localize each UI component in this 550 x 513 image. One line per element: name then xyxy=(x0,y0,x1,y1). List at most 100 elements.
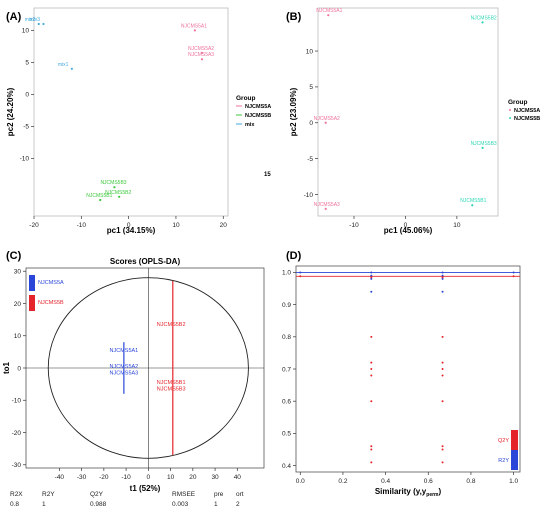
y-axis-label: pc2 (23.09%) xyxy=(289,87,298,136)
permutation-point xyxy=(370,290,373,293)
permutation-point xyxy=(370,274,373,277)
panel-d: (D) 0.0 0.2 0.4 0.6 0.8 1.0 0.4 0.5 0.6 0.7 0.8 0.9 1… xyxy=(282,250,521,498)
data-point xyxy=(324,207,327,210)
stray-label: 15 xyxy=(264,172,271,178)
confidence-ellipse xyxy=(47,277,249,459)
y-tick-label: 20 xyxy=(14,301,22,308)
stats-value: 2 xyxy=(236,501,240,508)
stats-value: 0.988 xyxy=(90,501,107,508)
data-point xyxy=(471,204,474,207)
legend-label: mix xyxy=(245,122,255,128)
y-tick-label: 10 xyxy=(14,333,22,340)
y-tick-label: -10 xyxy=(304,192,314,199)
x-tick-label: 10 xyxy=(167,474,175,481)
x-tick-label: -20 xyxy=(29,222,39,229)
point-label: mix3 xyxy=(29,17,40,23)
data-point xyxy=(42,22,45,26)
x-tick-label: 0.0 xyxy=(296,478,305,485)
point-label: NJCMS5B3 xyxy=(100,180,126,186)
stats-value: 0.003 xyxy=(172,501,189,508)
x-tick-label: 0.2 xyxy=(338,478,347,485)
permutation-point xyxy=(441,448,444,451)
point-label: mix1 xyxy=(58,62,69,68)
plot-frame xyxy=(295,265,521,473)
data-point xyxy=(200,58,204,61)
legend-swatch xyxy=(29,275,35,291)
legend-label: NJCMS5A xyxy=(245,104,271,110)
y-tick-label: 10 xyxy=(22,28,30,35)
point-label: NJCMS5B2 xyxy=(105,190,131,196)
y-tick-label: 5 xyxy=(309,84,313,91)
stats-header: RMSEE xyxy=(172,491,196,498)
stats-value: 0.8 xyxy=(10,501,19,508)
y-tick-label: 0 xyxy=(17,365,21,372)
x-tick-label: 10 xyxy=(453,222,461,229)
stats-header: R2Y xyxy=(42,491,55,498)
sample-label: NJCMS5A3 xyxy=(110,370,139,376)
panel-label: (C) xyxy=(6,250,22,262)
permutation-point xyxy=(370,448,373,451)
y-tick-label: 30 xyxy=(14,269,22,276)
plot-frame xyxy=(33,7,229,217)
permutation-point xyxy=(370,400,373,403)
data-point xyxy=(324,121,327,124)
data-point xyxy=(327,14,330,17)
sample-label: NJCMS5B3 xyxy=(157,387,186,393)
legend-label: NJCMS5B xyxy=(38,300,64,306)
permutation-point xyxy=(441,274,444,277)
x-tick-label: 10 xyxy=(172,222,180,229)
x-axis-label: Similarity (y,yperm) xyxy=(375,487,442,498)
x-tick-label: -40 xyxy=(55,474,65,481)
point-label: NJCMS5A1 xyxy=(316,8,342,14)
x-tick-label: 0.4 xyxy=(381,478,390,485)
stats-header: pre xyxy=(214,491,224,498)
stats-value: 1 xyxy=(42,501,46,508)
permutation-point xyxy=(370,277,373,280)
panel-label: (D) xyxy=(286,250,302,262)
y-tick-label: 0.4 xyxy=(282,463,291,470)
y-tick-label: 1.0 xyxy=(282,270,291,277)
permutation-point xyxy=(441,335,444,338)
sample-label: NJCMS5B1 xyxy=(157,380,186,386)
data-point xyxy=(113,186,116,189)
x-tick-label: 0 xyxy=(127,222,131,229)
point-label: NJCMS5A2 xyxy=(188,46,214,52)
permutation-point xyxy=(370,445,373,448)
data-point xyxy=(99,198,102,202)
panel-c: (C) Scores (OPLS-DA)-40 -30 -20 -10 0 10 20 30 40… xyxy=(2,250,265,508)
point-label: NJCMS5B1 xyxy=(460,198,486,204)
permutation-point xyxy=(370,276,373,279)
y-tick-label: -30 xyxy=(12,462,22,469)
x-tick-label: 40 xyxy=(234,474,242,481)
stats-header: R2X xyxy=(10,491,23,498)
y-axis-label: to1 xyxy=(2,361,11,374)
legend-label: NJCMS5A xyxy=(514,108,540,114)
legend-swatch xyxy=(29,295,35,311)
permutation-point xyxy=(441,271,444,274)
y-tick-label: 0.5 xyxy=(282,431,291,438)
y-tick-label: 10 xyxy=(306,48,314,55)
point-label: NJCMS5A1 xyxy=(181,23,207,29)
legend-swatch xyxy=(511,430,518,450)
permutation-point xyxy=(370,461,373,464)
stats-header: ort xyxy=(236,491,244,498)
permutation-point xyxy=(441,374,444,377)
legend-title: Group xyxy=(508,99,528,106)
panel-b: (B) -10 0 10 -10 -5 0 5 10 pc1 (45.06%) pc2 (23.09… xyxy=(286,7,540,235)
y-tick-label: 5 xyxy=(25,60,29,67)
permutation-point xyxy=(299,271,302,274)
x-tick-label: -30 xyxy=(77,474,87,481)
y-axis-label: pc2 (24.20%) xyxy=(6,87,15,136)
y-tick-label: -20 xyxy=(12,430,22,437)
legend-label: NJCMS5B xyxy=(245,113,271,119)
y-tick-label: 0.7 xyxy=(282,366,291,373)
panel-a: (A) -20 -10 0 10 20 -10 -5 0 5 10 pc1 (34.15%) pc2 (… xyxy=(6,7,271,235)
x-tick-label: 20 xyxy=(189,474,197,481)
permutation-point xyxy=(299,275,302,278)
data-point xyxy=(118,195,121,198)
legend-title: Group xyxy=(236,95,256,102)
legend-label: Q2Y xyxy=(498,438,509,444)
legend-swatch xyxy=(509,109,511,111)
x-tick-label: 0 xyxy=(404,222,408,229)
